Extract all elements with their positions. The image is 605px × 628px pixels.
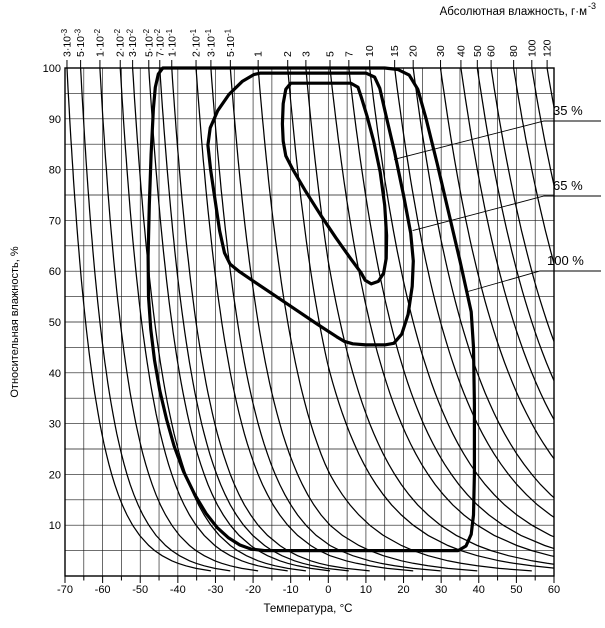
zone-leader-lines [393,120,601,292]
humidity-curve [329,68,554,558]
top-tick-label: 1·10-1 [165,28,179,57]
svg-text:30: 30 [435,584,447,596]
top-axis-ticks: 3·10-35·10-3 1·10-2 2·10-23·10-25·10-27·10… [60,28,554,68]
zone-label-35: 35 % [553,103,583,118]
top-tick-label: 3 [300,51,312,57]
humidity-curve [412,68,554,499]
y-axis-ticks: 10 20 30 40 50 60 70 80 90 100 [43,63,61,532]
top-tick-label: 15 [389,45,401,57]
y-axis-title: Относительная влажность, % [9,246,21,398]
top-tick-label: 2·10-1 [189,28,203,57]
top-tick-label: 3·10-1 [204,28,218,57]
top-tick-label: 3·10-3 [60,28,74,57]
top-tick-label: 30 [435,45,447,57]
svg-text:-10: -10 [283,584,299,596]
top-tick-label: 80 [508,45,520,57]
humidity-curve [195,68,414,572]
svg-text:-70: -70 [57,584,73,596]
humidity-curve [229,68,478,572]
svg-text:-40: -40 [170,584,186,596]
humidity-curve [305,68,554,565]
svg-text:20: 20 [397,584,409,596]
top-tick-label: 2·10-2 [113,28,127,57]
humidity-curve [439,68,554,460]
humidity-curve [148,68,331,572]
humidity-curves [66,68,554,572]
humidity-curve [79,68,231,572]
humidity-curve [460,68,554,421]
svg-text:-30: -30 [208,584,224,596]
top-axis-title: Абсолютная влажность, г·м-3 [439,1,596,18]
zone-leader [467,270,601,292]
svg-text:100: 100 [43,63,61,75]
top-tick-label: 7 [343,51,355,57]
svg-text:-60: -60 [95,584,111,596]
top-tick-label: 2 [282,51,294,57]
top-tick-label: 5·10-3 [74,28,88,57]
svg-text:40: 40 [473,584,485,596]
top-tick-label: 5·10-2 [142,28,156,57]
humidity-curve [66,68,212,572]
top-tick-label: 20 [408,45,420,57]
top-tick-label: 5·10-1 [223,28,237,57]
top-axis-title-exponent: -3 [587,1,596,11]
zone-contour-35 [280,81,389,286]
svg-text:90: 90 [49,114,61,126]
zone-contour-100 [146,66,476,553]
svg-text:70: 70 [49,215,61,227]
humidity-curve [348,68,554,550]
svg-text:50: 50 [510,584,522,596]
top-tick-label: 5 [324,51,336,57]
grid [64,67,555,577]
humidity-curve [490,68,554,344]
svg-text:50: 50 [49,317,61,329]
x-axis-title: Температура, °С [263,603,353,615]
humidity-curve [171,68,370,572]
zone-leader [412,195,601,232]
svg-text:60: 60 [49,266,61,278]
humidity-curve [131,68,306,572]
top-tick-label: 7·10-2 [153,28,167,57]
humidity-curve [531,68,554,189]
svg-text:60: 60 [548,584,560,596]
svg-text:0: 0 [325,584,331,596]
zone-label-100: 100 % [547,253,584,268]
humidity-curve [394,68,554,518]
svg-text:10: 10 [49,520,61,532]
svg-text:80: 80 [49,165,61,177]
svg-text:40: 40 [49,368,61,380]
top-axis-title-text: Абсолютная влажность, г·м [439,5,587,18]
humidity-curve [210,68,441,572]
svg-text:30: 30 [49,419,61,431]
humidity-curve [476,68,554,383]
humidity-curve [99,68,259,572]
top-tick-label: 10 [364,45,376,57]
svg-text:-20: -20 [245,584,261,596]
zone-contours [146,66,476,553]
zone-label-65: 65 % [553,178,583,193]
top-tick-label: 100 [526,39,538,57]
svg-text:10: 10 [360,584,372,596]
humidity-curve [287,68,554,569]
humidity-curve [159,68,349,572]
zone-contour-65 [206,71,415,347]
top-tick-label: 60 [486,45,498,57]
top-tick-label: 3·10-2 [126,28,140,57]
humidity-curve [546,68,554,111]
humidity-curve [257,68,532,572]
top-tick-label: 1 [253,51,265,57]
top-tick-label: 40 [455,45,467,57]
zone-leader [393,120,601,160]
humidity-curve [119,68,288,572]
svg-text:20: 20 [49,469,61,481]
top-tick-label: 50 [472,45,484,57]
svg-text:-50: -50 [132,584,148,596]
x-axis-ticks: -70 -60 -50 -40 -30 -20 -10 0 10 20 30 40 50 60 [57,576,560,596]
top-tick-label: 120 [542,39,554,57]
top-tick-label: 1·10-2 [93,28,107,57]
